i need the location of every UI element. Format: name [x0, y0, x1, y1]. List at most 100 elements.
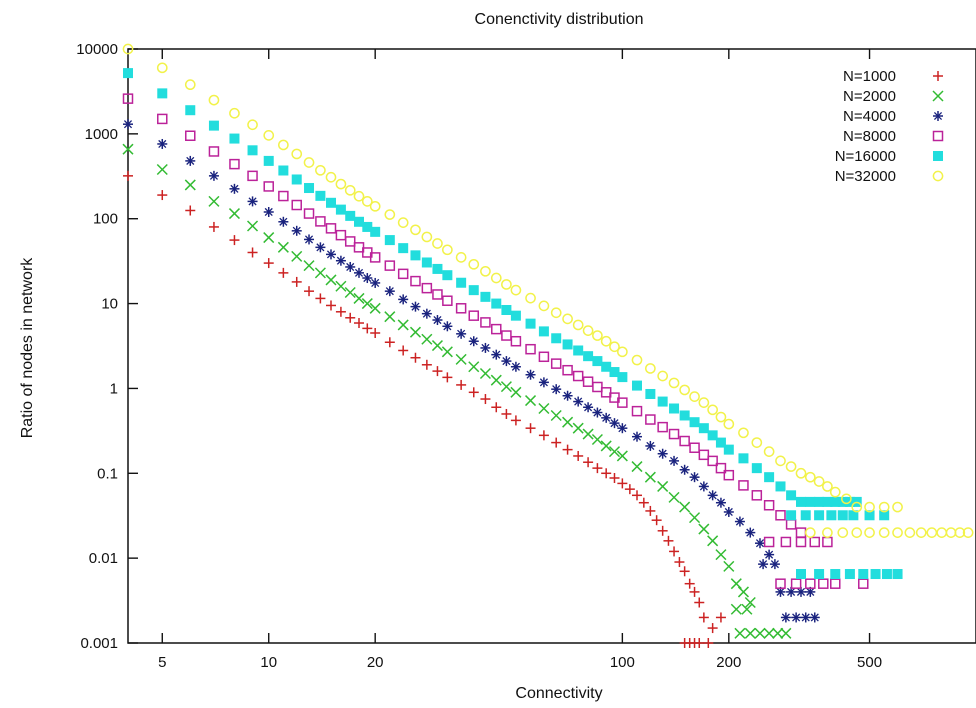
data-point	[763, 536, 775, 548]
legend-item: N=4000	[843, 108, 943, 125]
data-point	[468, 258, 480, 270]
data-point	[785, 519, 797, 530]
data-point	[775, 510, 786, 521]
data-point	[228, 208, 240, 220]
data-point	[468, 336, 479, 347]
data-point	[442, 295, 453, 306]
data-point	[314, 267, 326, 279]
data-point	[723, 418, 735, 430]
data-point	[410, 275, 421, 287]
data-point	[562, 364, 573, 376]
data-point	[490, 272, 502, 284]
data-point	[353, 292, 365, 304]
data-point	[456, 277, 467, 288]
data-point	[826, 510, 837, 521]
data-point	[892, 569, 903, 580]
data-point	[616, 450, 628, 462]
data-point	[764, 549, 775, 560]
data-point	[315, 293, 326, 304]
legend-marker	[932, 90, 944, 102]
data-point	[698, 481, 709, 492]
data-point	[122, 143, 134, 155]
plot-frame	[127, 48, 976, 644]
data-point	[583, 402, 594, 413]
legend-item: N=8000	[843, 128, 944, 145]
data-point	[962, 527, 974, 538]
data-point	[795, 467, 807, 479]
legend-marker	[933, 151, 943, 161]
data-point	[689, 391, 700, 403]
data-point	[562, 390, 573, 401]
data-point	[601, 468, 612, 479]
data-point	[185, 155, 196, 166]
data-point	[734, 516, 745, 527]
data-point	[325, 223, 337, 234]
x-tick-label: 500	[857, 654, 882, 671]
data-point	[409, 326, 422, 338]
data-point	[669, 546, 680, 557]
data-point	[707, 455, 718, 467]
data-point	[775, 481, 786, 492]
data-point	[432, 238, 443, 249]
data-point	[744, 627, 756, 639]
data-point	[263, 206, 274, 217]
data-point	[573, 450, 584, 461]
data-point	[837, 510, 848, 521]
data-point	[689, 512, 701, 524]
data-point	[491, 298, 502, 309]
data-point	[229, 235, 240, 246]
data-point	[795, 536, 807, 548]
data-point	[631, 461, 643, 473]
data-point	[335, 178, 347, 190]
data-point	[818, 578, 829, 589]
data-point	[945, 527, 957, 538]
data-point	[510, 386, 522, 398]
data-point	[698, 397, 710, 408]
legend-item: N=1000	[843, 68, 943, 85]
data-point	[562, 339, 573, 350]
data-point	[562, 313, 573, 325]
x-tick-label: 5	[158, 654, 166, 671]
data-point	[878, 527, 890, 538]
data-point	[123, 119, 133, 130]
data-point	[790, 578, 802, 589]
data-point	[369, 302, 381, 314]
data-point	[679, 435, 690, 447]
data-point	[698, 523, 710, 535]
data-point	[837, 527, 849, 538]
data-point	[431, 340, 443, 352]
data-point	[572, 422, 584, 434]
data-point	[247, 119, 258, 131]
data-point	[442, 270, 453, 281]
x-axis-label: Connectivity	[515, 685, 602, 702]
data-point	[123, 68, 133, 79]
data-point	[809, 612, 820, 623]
data-point	[278, 216, 289, 227]
data-point	[592, 407, 603, 418]
data-point	[813, 476, 825, 487]
data-point	[354, 216, 365, 227]
data-point	[796, 569, 807, 580]
data-point	[398, 243, 409, 254]
data-point	[657, 480, 669, 492]
data-point	[325, 274, 337, 286]
data-point	[592, 356, 603, 367]
series-4	[122, 93, 869, 589]
data-point	[936, 527, 948, 538]
data-point	[384, 235, 395, 246]
data-point	[303, 260, 315, 272]
data-point	[698, 449, 710, 461]
data-point	[617, 423, 628, 434]
data-point	[715, 612, 726, 623]
data-point	[657, 396, 668, 407]
data-point	[278, 165, 289, 176]
data-point	[315, 190, 326, 201]
data-point	[694, 597, 705, 608]
data-point	[538, 326, 549, 337]
data-point	[583, 457, 594, 468]
data-point	[734, 627, 746, 639]
data-point	[785, 461, 797, 472]
data-point	[480, 342, 491, 353]
data-point	[632, 490, 643, 501]
legend-marker	[933, 111, 943, 121]
